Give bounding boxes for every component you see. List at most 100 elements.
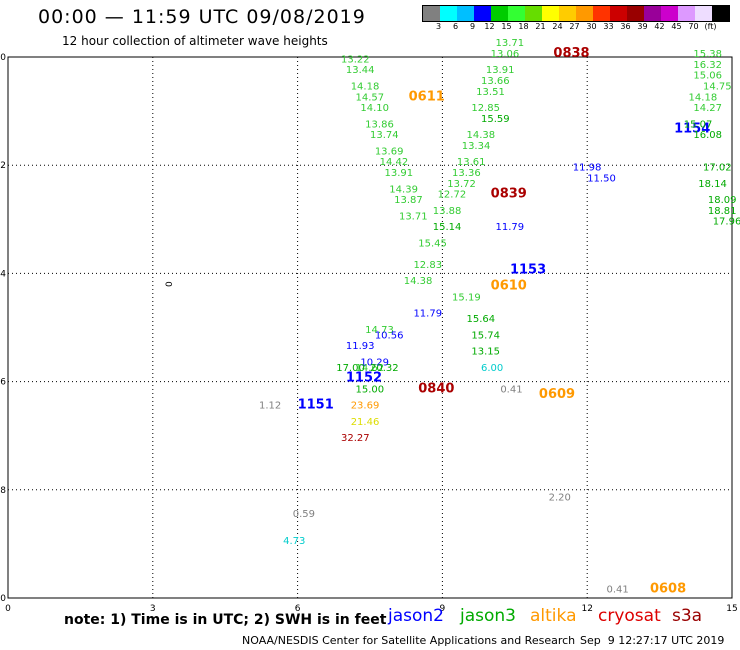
data-point-label: 17.00 — [336, 363, 365, 374]
x-tick-label: 12 — [581, 604, 592, 614]
sat-label-cryosat: cryosat — [598, 606, 661, 626]
track-label: 13.36 — [452, 168, 481, 179]
data-point-label: 16.08 — [693, 130, 722, 141]
legend-label: 24 — [552, 22, 563, 31]
track-label: 15.19 — [452, 292, 481, 303]
track-label: 14.42 — [380, 157, 409, 168]
data-point-label: 0610 — [491, 279, 527, 294]
track-label: 13.71 — [399, 211, 428, 222]
track-label: 14.18 — [689, 92, 718, 103]
legend-label: 42 — [654, 22, 665, 31]
footer-note: note: 1) Time is in UTC; 2) SWH is in fe… — [64, 612, 387, 628]
data-point-label: 1153 — [510, 262, 546, 277]
x-tick-label: 3 — [150, 604, 156, 614]
track-label: 14.27 — [693, 103, 722, 114]
data-point-label: 11.79 — [495, 222, 524, 233]
legend-label: 9 — [469, 22, 476, 31]
track-label: 14.57 — [356, 92, 385, 103]
y-tick-label: -58 — [0, 486, 6, 496]
data-point-label: 4.73 — [283, 536, 305, 547]
plot-frame — [7, 56, 733, 599]
legend-swatch — [559, 6, 576, 21]
data-point-label: 15.07 — [684, 119, 713, 130]
y-tick-label: -56 — [0, 378, 6, 388]
data-point-label: 15.59 — [481, 114, 510, 125]
data-point-label: 17.96 — [713, 217, 740, 228]
data-point-label: 0839 — [491, 187, 527, 202]
data-point-label: 0840 — [418, 381, 454, 396]
legend-label: (ft) — [704, 22, 717, 31]
data-point-label: 15.64 — [467, 314, 496, 325]
legend-swatch — [593, 6, 610, 21]
data-point-label: 0609 — [539, 387, 575, 402]
data-point-label: 11.98 — [573, 163, 602, 174]
track-label: 13.88 — [433, 206, 462, 217]
data-point-label: 1152 — [346, 371, 382, 386]
track-label: 13.44 — [346, 65, 375, 76]
track-label: 13.66 — [481, 76, 510, 87]
legend-swatch — [440, 6, 457, 21]
track-label: 14.38 — [404, 276, 433, 287]
data-point-label: 1.12 — [259, 401, 281, 412]
timestamp-text: Sep 9 12:27:17 UTC 2019 — [580, 634, 725, 647]
legend-label: 33 — [603, 22, 614, 31]
legend-label: 12 — [484, 22, 495, 31]
legend-swatch — [661, 6, 678, 21]
track-label: 12.72 — [438, 190, 467, 201]
data-point-label: 21.46 — [351, 417, 380, 428]
x-tick-label: 0 — [5, 604, 11, 614]
track-label: 13.51 — [476, 87, 505, 98]
track-label: 12.85 — [471, 103, 500, 114]
legend-label: 15 — [501, 22, 512, 31]
sat-label-jason3: jason3 — [460, 606, 516, 626]
track-label: 13.06 — [491, 49, 520, 60]
legend-swatch — [695, 6, 712, 21]
data-point-label: 6.00 — [481, 363, 503, 374]
track-label: 13.74 — [370, 130, 399, 141]
data-point-label: 0.59 — [293, 509, 315, 520]
small-marker: 0 — [165, 281, 175, 287]
legend-swatch — [474, 6, 491, 21]
track-label: 14.38 — [467, 130, 496, 141]
data-point-label: 20.32 — [370, 363, 399, 374]
legend-swatch — [457, 6, 474, 21]
y-tick-label: -60 — [0, 594, 6, 604]
track-label: 13.87 — [394, 195, 423, 206]
y-tick-label: -54 — [0, 269, 6, 279]
legend-label: 27 — [569, 22, 580, 31]
track-label: 13.86 — [365, 119, 394, 130]
data-point-label: 2.20 — [549, 493, 571, 504]
data-point-label: 1154 — [674, 122, 710, 137]
legend-label: 45 — [671, 22, 682, 31]
data-point-label: 15.00 — [356, 384, 385, 395]
legend-label: 6 — [452, 22, 459, 31]
legend-swatch — [491, 6, 508, 21]
sat-label-altika: altika — [530, 606, 577, 626]
track-label: 14.62 — [356, 363, 385, 374]
track-label: 14.73 — [365, 325, 394, 336]
track-label: 14.10 — [360, 103, 389, 114]
track-label: 16.32 — [693, 60, 722, 71]
legend-swatch — [423, 6, 440, 21]
data-point-label: 0611 — [409, 89, 445, 104]
data-point-label: 18.14 — [698, 179, 727, 190]
legend-swatch — [712, 6, 729, 21]
data-point-label: 0608 — [650, 582, 686, 597]
data-point-label: 11.79 — [413, 309, 442, 320]
chart-subtitle: 12 hour collection of altimeter wave hei… — [62, 34, 328, 48]
track-label: 13.91 — [384, 168, 413, 179]
legend-swatch — [644, 6, 661, 21]
y-tick-label: -52 — [0, 161, 6, 171]
legend-swatch — [576, 6, 593, 21]
data-point-label: 0.41 — [607, 585, 629, 596]
track-label: 14.18 — [351, 81, 380, 92]
legend-label: 3 — [435, 22, 442, 31]
legend-label: 36 — [620, 22, 631, 31]
legend-label: 39 — [637, 22, 648, 31]
sat-label-s3a: s3a — [672, 606, 703, 626]
data-point-label: 10.56 — [375, 330, 404, 341]
track-label: 14.75 — [703, 81, 732, 92]
data-point-label: 15.14 — [433, 222, 462, 233]
track-label: 15.45 — [418, 238, 447, 249]
legend-swatch — [508, 6, 525, 21]
